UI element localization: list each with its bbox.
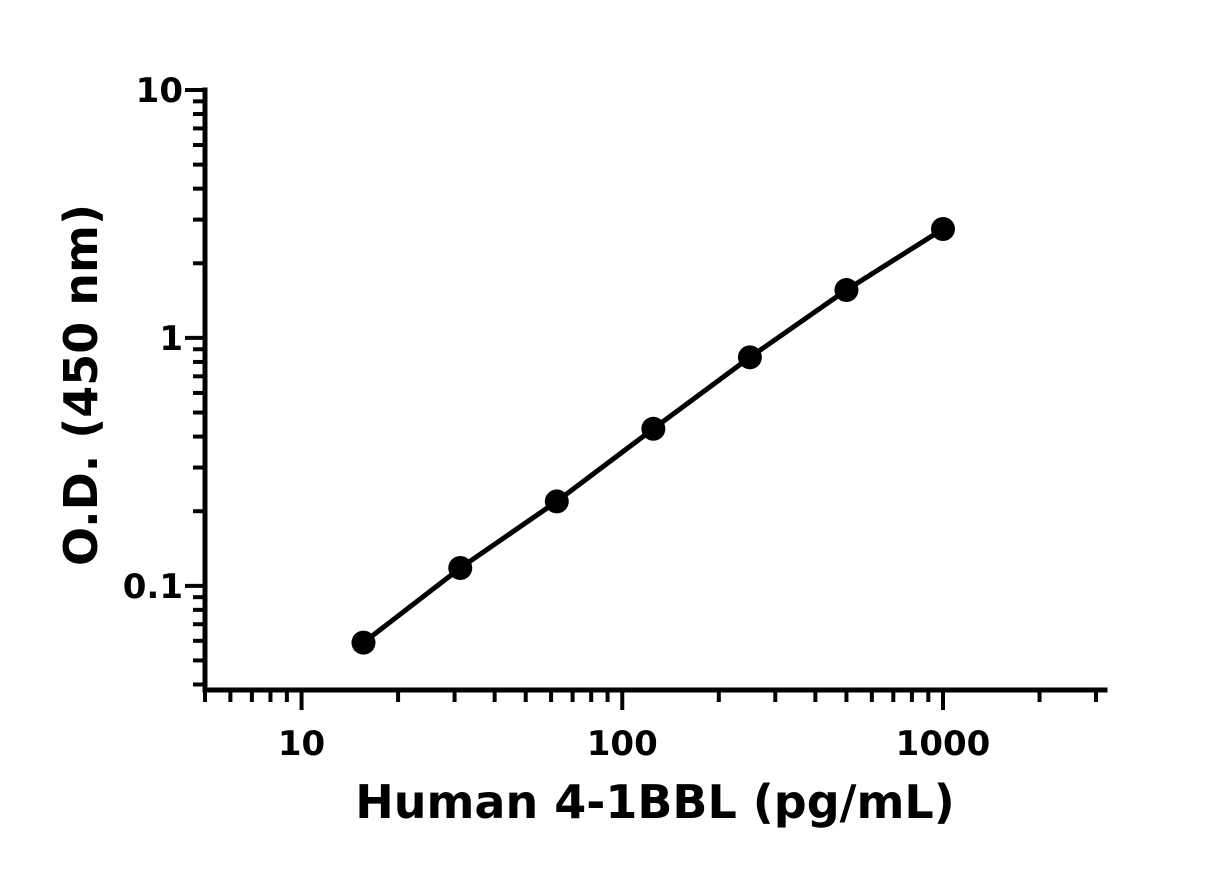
x-axis-ticks <box>203 690 1099 710</box>
y-tick-label-1: 1 <box>159 319 183 359</box>
data-point <box>737 345 762 370</box>
data-point <box>930 216 955 241</box>
x-tick-label-1000: 1000 <box>896 724 991 764</box>
y-tick-label-0.1: 0.1 <box>123 567 183 607</box>
axes <box>202 87 1108 693</box>
data-point <box>448 556 473 581</box>
x-tick-label-100: 100 <box>587 724 658 764</box>
y-tick-label-10: 10 <box>136 71 183 111</box>
data-point <box>834 278 859 303</box>
data-point <box>351 630 376 655</box>
y-axis-title: O.D. (450 nm) <box>54 204 108 566</box>
data-points <box>351 216 955 655</box>
y-axis-tick-labels: 0.1 1 10 <box>123 71 183 607</box>
x-axis-tick-labels: 10 100 1000 <box>278 724 990 764</box>
y-axis-ticks <box>185 88 205 687</box>
x-axis-title: Human 4-1BBL (pg/mL) <box>355 775 954 829</box>
data-point <box>641 416 666 441</box>
x-tick-label-10: 10 <box>278 724 325 764</box>
data-point <box>544 489 569 514</box>
data-series <box>351 216 955 655</box>
